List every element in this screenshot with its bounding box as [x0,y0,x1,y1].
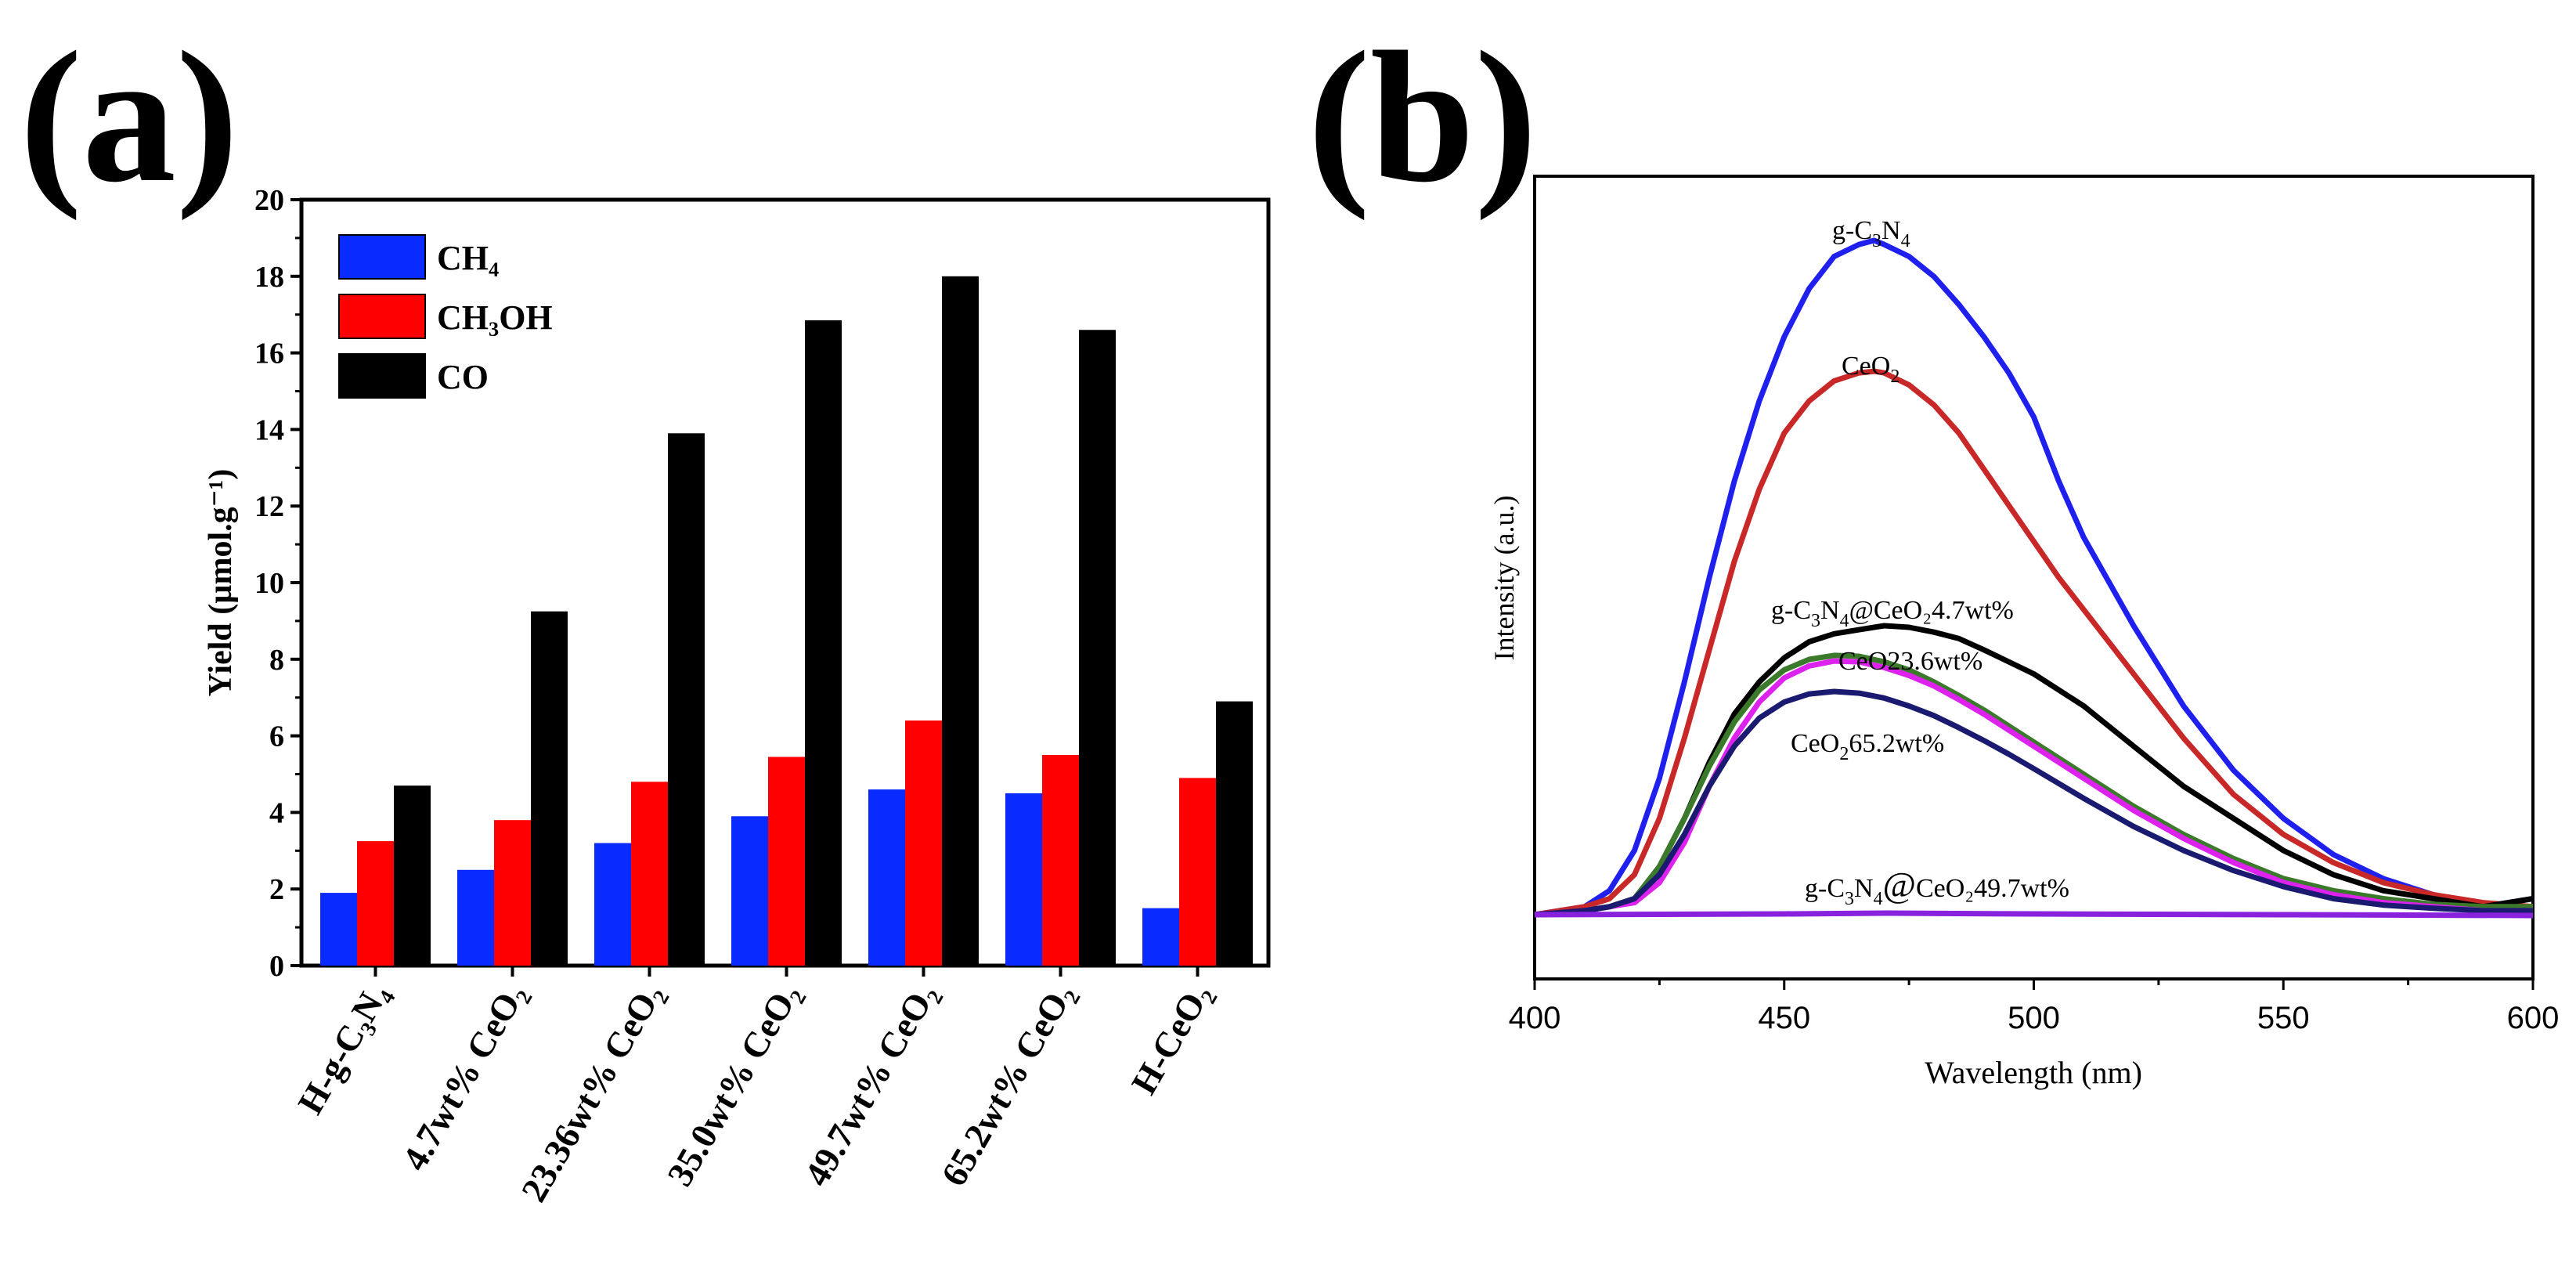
bar-0-1 [457,869,494,966]
bar-2-5 [1079,330,1116,966]
category-label: H-g-C₃N₄ [290,976,396,1121]
bar-0-3 [731,816,768,966]
bar-1-0 [357,841,394,966]
curve-label-47: g-C3N4@CeO₂4.7wt% [1771,596,2014,631]
bar-1-6 [1179,778,1216,966]
bar-2-3 [805,320,842,966]
bar-0-2 [594,843,631,966]
category-label: H-CeO₂ [1124,977,1218,1101]
legend-swatch [338,353,426,399]
y-tick-label: 6 [269,720,284,753]
bar-2-0 [394,785,431,966]
panel-label-b: (b) [1308,13,1537,221]
x-tick-label: 500 [2008,1001,2060,1035]
category-label: 49.7wt% CeO₂ [796,977,944,1193]
y-tick-label: 14 [254,413,284,446]
y-axis-label-b: Intensity (a.u.) [1488,496,1520,661]
y-tick-label: 16 [254,338,284,370]
category-label: 65.2wt% CeO₂ [933,977,1081,1193]
x-tick-label: 450 [1758,1001,1810,1035]
x-tick-label: 550 [2257,1001,2310,1035]
bar-2-2 [668,433,705,966]
legend: CH₄ CH₃OH CO [338,234,553,399]
y-tick-label: 4 [269,796,284,829]
y-axis-label: Yield (µmol.g⁻¹) [203,469,239,697]
legend-swatch [338,294,426,339]
legend-label: CO [437,358,489,396]
line-chart: 400 450 500 550 600 g-C3N4 CeO2 g-C3N4@CeO₂4.7… [1488,175,2560,1090]
x-axis-label: Wavelength (nm) [1925,1055,2142,1090]
category-label: 4.7wt% CeO₂ [395,977,534,1178]
x-tick-label: 400 [1509,1001,1561,1035]
spectrum-line-0 [1534,237,2534,918]
line-chart-frame [1533,175,2535,980]
bar-0-0 [320,893,357,966]
legend-swatch [338,234,426,280]
curve-label-236: CeO23.6wt% [1838,647,1983,676]
curve-label-ceo2: CeO2 [1842,352,1900,387]
bar-1-2 [631,782,668,966]
bar-2-1 [531,611,568,966]
curve-label-652: CeO265.2wt% [1791,729,1944,764]
y-tick-label: 0 [269,950,284,983]
y-tick-label: 2 [269,873,284,906]
spectrum-line-4 [1534,658,2533,918]
y-tick-label: 12 [254,490,284,523]
bar-2-6 [1216,701,1253,966]
y-tick-label: 18 [254,261,284,294]
bar-1-4 [905,720,942,966]
bar-2-4 [942,276,979,966]
bar-1-5 [1042,755,1079,966]
bar-0-5 [1005,793,1042,966]
x-tick-label: 600 [2507,1001,2560,1035]
y-tick-label: 20 [254,184,284,217]
spectrum-line-3 [1534,652,2533,918]
bar-0-6 [1142,908,1179,966]
category-label: 35.0wt% CeO₂ [659,977,807,1193]
legend-label: CH₃OH [437,298,553,337]
y-tick-label: 10 [254,567,284,600]
spectrum-line-6 [1534,910,2534,919]
bar-1-1 [494,820,531,966]
bar-1-3 [768,757,805,966]
curve-label-gc3n4: g-C3N4 [1832,216,1910,251]
category-label: 23.36wt% CeO₂ [514,977,671,1208]
legend-label: CH₄ [437,239,499,277]
spectrum-line-5 [1534,688,2533,918]
panel-label-a: (a) [20,13,239,221]
y-tick-label: 8 [269,644,284,677]
spectrum-line-1 [1534,368,2534,918]
bar-0-4 [868,789,905,966]
curve-label-497: g-C3N4@CeO₂49.7wt% [1805,865,2069,909]
